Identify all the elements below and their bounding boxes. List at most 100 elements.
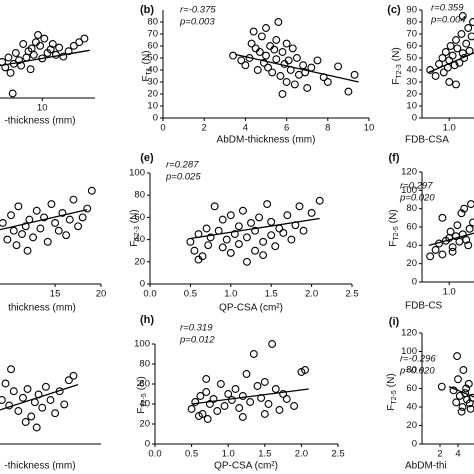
y-label-unit: (N) xyxy=(388,209,399,223)
y-tick-label: 70 xyxy=(406,29,417,40)
r-value: r=0.319 xyxy=(180,323,213,334)
data-point xyxy=(469,18,474,26)
data-point xyxy=(251,44,260,53)
data-point xyxy=(255,48,264,56)
x-tick-label: 8 xyxy=(325,123,330,134)
data-point xyxy=(262,51,270,60)
y-tick-label: 60 xyxy=(134,212,145,223)
y-tick-label: 20 xyxy=(406,420,417,431)
y-axis-label: FT2-3 (N) xyxy=(129,209,141,246)
data-point xyxy=(260,378,269,386)
y-axis-label: FT2-3 (N) xyxy=(391,47,403,84)
data-point xyxy=(278,48,287,56)
data-point xyxy=(282,78,291,86)
data-point xyxy=(455,237,464,246)
y-label-symbol: F xyxy=(391,79,402,85)
data-point xyxy=(74,222,82,231)
y-tick-label: 0 xyxy=(412,277,417,288)
data-point xyxy=(41,382,50,391)
data-point xyxy=(238,413,247,421)
x-axis-label: AbDM-thi xyxy=(405,461,447,472)
y-tick-label: 60 xyxy=(139,379,150,390)
data-point xyxy=(459,366,468,374)
y-tick-label: 50 xyxy=(406,53,417,64)
data-point xyxy=(29,50,38,59)
data-point xyxy=(465,224,474,233)
x-tick-label: 4 xyxy=(243,123,248,134)
data-point xyxy=(452,36,460,44)
y-tick-label: 50 xyxy=(147,53,158,64)
panel-label: (e) xyxy=(140,152,154,164)
data-point xyxy=(203,415,212,423)
data-point xyxy=(426,252,435,261)
y-label-symbol: F xyxy=(129,241,140,247)
data-point xyxy=(51,50,60,59)
y-label-unit: (N) xyxy=(136,376,147,390)
data-point xyxy=(15,56,23,65)
trend-line xyxy=(0,49,90,67)
data-point xyxy=(186,237,195,246)
data-point xyxy=(448,247,457,256)
data-point xyxy=(31,38,40,47)
y-tick-label: 70 xyxy=(147,29,158,40)
data-point xyxy=(48,40,57,48)
data-point xyxy=(64,47,73,56)
x-axis-label: QP-CSA (cm²) xyxy=(219,303,283,314)
x-tick-label: 0 xyxy=(160,123,165,134)
data-point xyxy=(249,27,258,36)
data-point xyxy=(279,390,288,398)
data-point xyxy=(4,53,13,62)
y-tick-label: 20 xyxy=(406,258,417,269)
data-point xyxy=(69,41,78,50)
data-point xyxy=(206,233,215,242)
data-point xyxy=(441,48,450,56)
data-point xyxy=(284,56,293,65)
data-point xyxy=(259,237,268,246)
data-point xyxy=(465,399,474,408)
data-point xyxy=(27,412,36,421)
data-point xyxy=(457,209,466,218)
data-point xyxy=(34,31,42,39)
data-point xyxy=(9,387,18,396)
y-label-unit: (N) xyxy=(141,50,152,64)
data-point xyxy=(202,224,211,233)
data-point xyxy=(247,219,255,227)
panel-label: (i) xyxy=(389,316,400,328)
x-tick-label: 20 xyxy=(96,289,107,300)
y-tick-label: 10 xyxy=(406,101,417,112)
data-point xyxy=(457,407,466,416)
data-point xyxy=(253,382,262,390)
data-point xyxy=(446,227,455,236)
data-point xyxy=(259,58,268,67)
data-point xyxy=(23,246,32,255)
data-point xyxy=(36,41,45,50)
data-point xyxy=(194,255,203,264)
data-point xyxy=(253,66,262,74)
data-point xyxy=(452,398,461,407)
x-tick-label: 2.0 xyxy=(295,449,308,460)
y-tick-label: 20 xyxy=(147,89,158,100)
data-point xyxy=(301,366,310,374)
y-tick-label: 80 xyxy=(406,17,417,28)
x-tick-label: 15 xyxy=(50,289,61,300)
data-point xyxy=(198,410,207,418)
data-point xyxy=(210,202,219,211)
data-point xyxy=(446,42,455,50)
data-point xyxy=(1,63,10,72)
data-point xyxy=(263,200,272,209)
data-point xyxy=(242,370,251,378)
data-point xyxy=(251,226,259,235)
x-tick-label: 0.5 xyxy=(184,289,197,300)
y-tick-label: 120 xyxy=(401,328,417,339)
data-point xyxy=(454,375,462,384)
y-label-symbol: F xyxy=(388,241,399,247)
y-label-symbol: F xyxy=(141,75,152,81)
trend-line xyxy=(190,217,320,240)
data-point xyxy=(14,202,23,211)
data-point xyxy=(218,243,227,252)
y-label-unit: (N) xyxy=(391,47,402,61)
y-tick-label: 80 xyxy=(406,203,417,214)
data-point xyxy=(307,209,316,217)
data-point xyxy=(458,230,467,239)
data-point xyxy=(303,84,312,92)
